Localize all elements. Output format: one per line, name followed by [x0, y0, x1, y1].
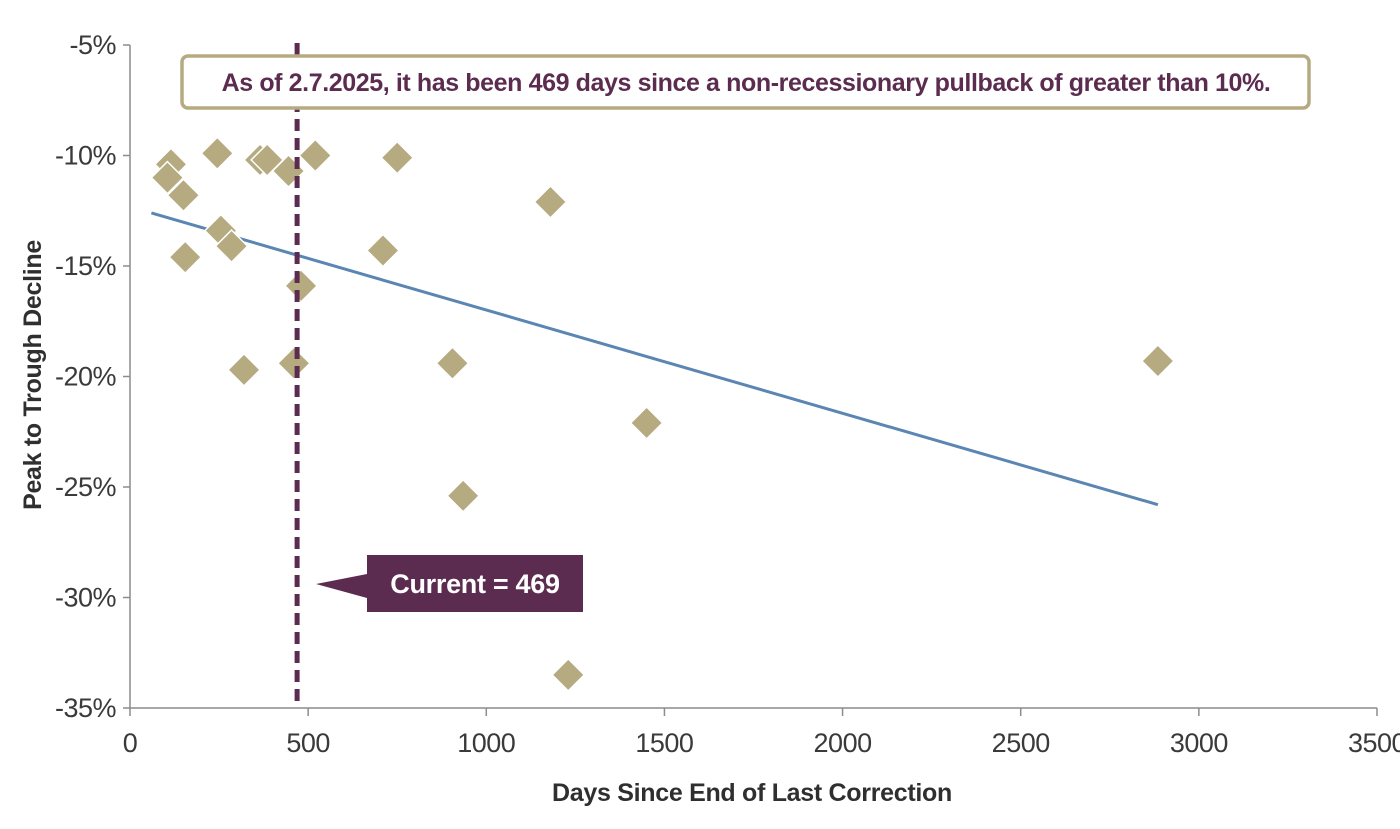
y-tick-label: -10%	[55, 141, 117, 171]
data-point	[533, 184, 568, 219]
callout-shape	[316, 555, 583, 612]
current-callout: Current = 469	[316, 555, 583, 612]
y-tick-label: -25%	[55, 472, 117, 502]
data-point	[380, 140, 415, 175]
data-point	[168, 240, 203, 275]
data-point	[365, 233, 401, 268]
x-tick-label: 2000	[814, 728, 872, 758]
data-point	[200, 136, 235, 171]
data-point	[226, 352, 262, 387]
x-tick-label: 3500	[1348, 728, 1400, 758]
y-tick-label: -15%	[55, 251, 117, 281]
x-axis-title: Days Since End of Last Correction	[552, 779, 952, 807]
callout-text: Current = 469	[390, 569, 560, 599]
note-box: As of 2.7.2025, it has been 469 days sin…	[180, 54, 1311, 110]
data-point	[166, 178, 201, 213]
data-point	[1140, 343, 1175, 379]
trendline-layer	[150, 211, 1159, 507]
x-tick-label: 3000	[1170, 728, 1228, 758]
y-axis-title-group: Peak to Trough Decline	[19, 240, 47, 510]
y-tick-label: -5%	[69, 30, 116, 60]
data-point	[150, 160, 185, 195]
data-point	[551, 657, 586, 692]
y-tick-label: -35%	[55, 693, 117, 723]
data-point	[214, 229, 249, 264]
data-point	[276, 346, 311, 381]
y-tick-label: -30%	[55, 583, 117, 613]
y-axis-title: Peak to Trough Decline	[19, 240, 47, 510]
x-tick-label: 500	[286, 728, 330, 758]
y-tick-label: -20%	[55, 362, 117, 392]
axes: -5% -10% -15% -20% -25% -30% -35%0 500 1000 1500 2…	[55, 30, 1400, 758]
data-point	[435, 346, 470, 381]
note-box-border	[180, 54, 1311, 110]
x-tick-label: 1500	[635, 728, 693, 758]
data-point	[283, 268, 319, 303]
x-tick-label: 2500	[992, 728, 1050, 758]
note-text: As of 2.7.2025, it has been 469 days sin…	[222, 69, 1271, 97]
data-point	[446, 478, 481, 513]
data-point	[298, 138, 333, 173]
data-point	[629, 405, 664, 440]
trendline	[150, 211, 1159, 507]
x-tick-label: 0	[123, 728, 138, 758]
data-points	[150, 136, 1175, 692]
x-tick-label: 1000	[457, 728, 515, 758]
